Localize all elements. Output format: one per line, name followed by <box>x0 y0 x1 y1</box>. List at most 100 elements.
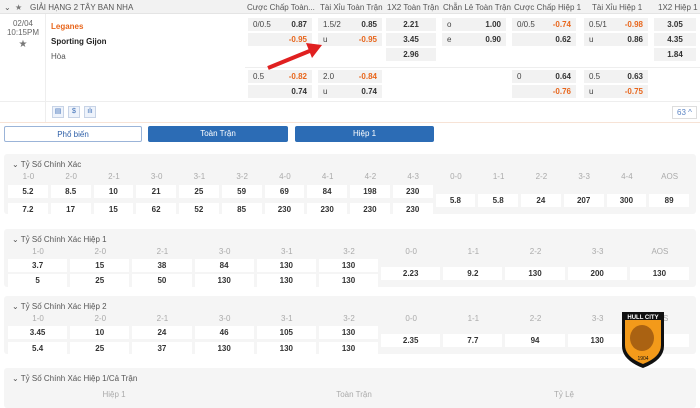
handicap-odds[interactable]: 0.74 <box>248 85 312 98</box>
score-odds[interactable]: 3.45 <box>8 326 68 339</box>
score-odds[interactable]: 69 <box>264 185 305 198</box>
score-odds[interactable]: 9.2 <box>443 266 503 280</box>
score-odds[interactable]: 5.4 <box>8 342 68 355</box>
tab-full-match[interactable]: Toàn Trận <box>148 126 288 142</box>
star-icon[interactable]: ★ <box>15 3 23 12</box>
score-odds[interactable]: 105 <box>256 326 316 339</box>
h1-over-under-odds[interactable]: 0.5 0.63 <box>584 70 648 83</box>
over-under-odds[interactable]: u -0.95 <box>318 33 382 46</box>
score-odds[interactable]: 130 <box>194 274 254 287</box>
odd-even-odds[interactable]: e 0.90 <box>442 33 506 46</box>
score-odds[interactable]: 25 <box>70 274 130 287</box>
over-under-odds[interactable]: u 0.74 <box>318 85 382 98</box>
score-odds[interactable]: 15 <box>93 203 134 216</box>
score-odds[interactable]: 21 <box>136 185 176 198</box>
score-label: 4-1 <box>321 172 334 181</box>
score-odds[interactable]: 300 <box>606 194 647 207</box>
score-odds[interactable]: 230 <box>307 203 347 216</box>
score-odds[interactable]: 7.2 <box>8 203 48 216</box>
score-odds[interactable]: 38 <box>132 259 192 272</box>
score-odds[interactable]: 198 <box>350 185 390 198</box>
score-odds[interactable]: 230 <box>392 203 433 216</box>
1x2-odds[interactable]: 2.96 <box>386 48 436 61</box>
score-odds[interactable]: 230 <box>264 203 305 216</box>
handicap-odds[interactable]: -0.95 <box>248 33 312 46</box>
score-odds[interactable]: 37 <box>132 342 192 355</box>
score-odds[interactable]: 130 <box>318 259 379 272</box>
h1-1x2-odds[interactable]: 1.84 <box>654 48 696 61</box>
score-odds[interactable]: 52 <box>179 203 219 216</box>
score-odds[interactable]: 130 <box>256 342 316 355</box>
score-odds[interactable]: 17 <box>50 203 91 216</box>
h1-over-under-odds[interactable]: 0.5/1 -0.98 <box>584 18 648 31</box>
score-odds[interactable]: 130 <box>194 342 254 355</box>
section-title[interactable]: ⌄ Tỷ Số Chính Xác <box>12 160 82 169</box>
score-odds[interactable]: 5.2 <box>8 185 48 198</box>
score-odds[interactable]: 7.7 <box>443 334 503 347</box>
score-odds[interactable]: 25 <box>70 342 130 355</box>
score-odds[interactable]: 84 <box>307 185 347 198</box>
score-odds[interactable]: 130 <box>318 274 379 287</box>
score-label: 1-1 <box>467 247 480 256</box>
handicap-odds[interactable]: 0.5 -0.82 <box>248 70 312 83</box>
dollar-icon[interactable]: $ <box>68 106 80 118</box>
score-odds[interactable]: 5 <box>8 274 68 287</box>
handicap-odds[interactable]: 0/0.5 0.87 <box>248 18 312 31</box>
h1-handicap-odds[interactable]: 0.62 <box>512 33 576 46</box>
1x2-odds[interactable]: 2.21 <box>386 18 436 31</box>
score-odds[interactable]: 130 <box>567 334 627 347</box>
score-odds[interactable]: 24 <box>132 326 192 339</box>
score-odds[interactable]: 5.8 <box>478 194 518 207</box>
h1-1x2-odds[interactable]: 3.05 <box>654 18 696 31</box>
score-odds[interactable]: 46 <box>194 326 254 339</box>
score-odds[interactable]: 5.8 <box>435 194 476 207</box>
score-odds[interactable]: 130 <box>256 274 316 287</box>
score-odds[interactable]: 130 <box>318 342 379 355</box>
score-odds[interactable]: 2.35 <box>381 334 441 347</box>
score-odds[interactable]: 130 <box>505 266 565 280</box>
score-odds[interactable]: 15 <box>70 259 130 272</box>
score-odds[interactable]: 50 <box>132 274 192 287</box>
score-odds[interactable]: 89 <box>649 194 689 207</box>
score-odds[interactable]: 10 <box>70 326 130 339</box>
score-odds[interactable]: 25 <box>179 185 219 198</box>
score-odds[interactable]: 200 <box>567 266 627 280</box>
section-title[interactable]: ⌄ Tỷ Số Chính Xác Hiệp 1 <box>12 235 107 244</box>
h1-over-under-odds[interactable]: u 0.86 <box>584 33 648 46</box>
score-odds[interactable]: 230 <box>392 185 433 198</box>
score-odds[interactable]: 2.23 <box>381 266 441 280</box>
tab-first-half[interactable]: Hiệp 1 <box>295 126 434 142</box>
score-odds[interactable]: 10 <box>93 185 134 198</box>
score-odds[interactable]: 94 <box>505 334 565 347</box>
score-odds[interactable]: 8.5 <box>50 185 91 198</box>
score-odds[interactable]: 59 <box>221 185 262 198</box>
h1-handicap-odds[interactable]: 0/0.5 -0.74 <box>512 18 576 31</box>
score-odds[interactable]: 230 <box>350 203 390 216</box>
score-odds[interactable]: 24 <box>521 194 561 207</box>
1x2-odds[interactable]: 3.45 <box>386 33 436 46</box>
score-odds[interactable]: 130 <box>256 259 316 272</box>
section-title[interactable]: ⌄ Tỷ Số Chính Xác Hiệp 2 <box>12 302 107 311</box>
list-icon[interactable]: ▤ <box>52 106 64 118</box>
over-under-odds[interactable]: 2.0 -0.84 <box>318 70 382 83</box>
chart-icon[interactable]: ılı <box>84 106 96 118</box>
score-odds[interactable]: 207 <box>563 194 604 207</box>
over-under-odds[interactable]: 1.5/2 0.85 <box>318 18 382 31</box>
league-header: ⌄ ★ GIẢI HẠNG 2 TÂY BAN NHA Cược Chấp To… <box>0 0 700 14</box>
favorite-star-icon[interactable]: ★ <box>18 39 28 50</box>
more-markets-button[interactable]: 63 ^ <box>672 106 697 119</box>
h1-over-under-odds[interactable]: u -0.75 <box>584 85 648 98</box>
tab-popular[interactable]: Phổ biến <box>4 126 142 142</box>
score-odds[interactable]: 85 <box>221 203 262 216</box>
score-odds[interactable]: 3.7 <box>8 259 68 272</box>
score-odds[interactable]: 130 <box>318 326 379 339</box>
section-title[interactable]: ⌄ Tỷ Số Chính Xác Hiệp 1/Cả Trận <box>12 374 138 383</box>
score-odds[interactable]: 130 <box>629 266 689 280</box>
score-odds[interactable]: 84 <box>194 259 254 272</box>
chevron-down-icon[interactable]: ⌄ <box>4 3 11 12</box>
h1-handicap-odds[interactable]: -0.76 <box>512 85 576 98</box>
odd-even-odds[interactable]: o 1.00 <box>442 18 506 31</box>
h1-handicap-odds[interactable]: 0 0.64 <box>512 70 576 83</box>
score-odds[interactable]: 62 <box>136 203 176 216</box>
h1-1x2-odds[interactable]: 4.35 <box>654 33 696 46</box>
